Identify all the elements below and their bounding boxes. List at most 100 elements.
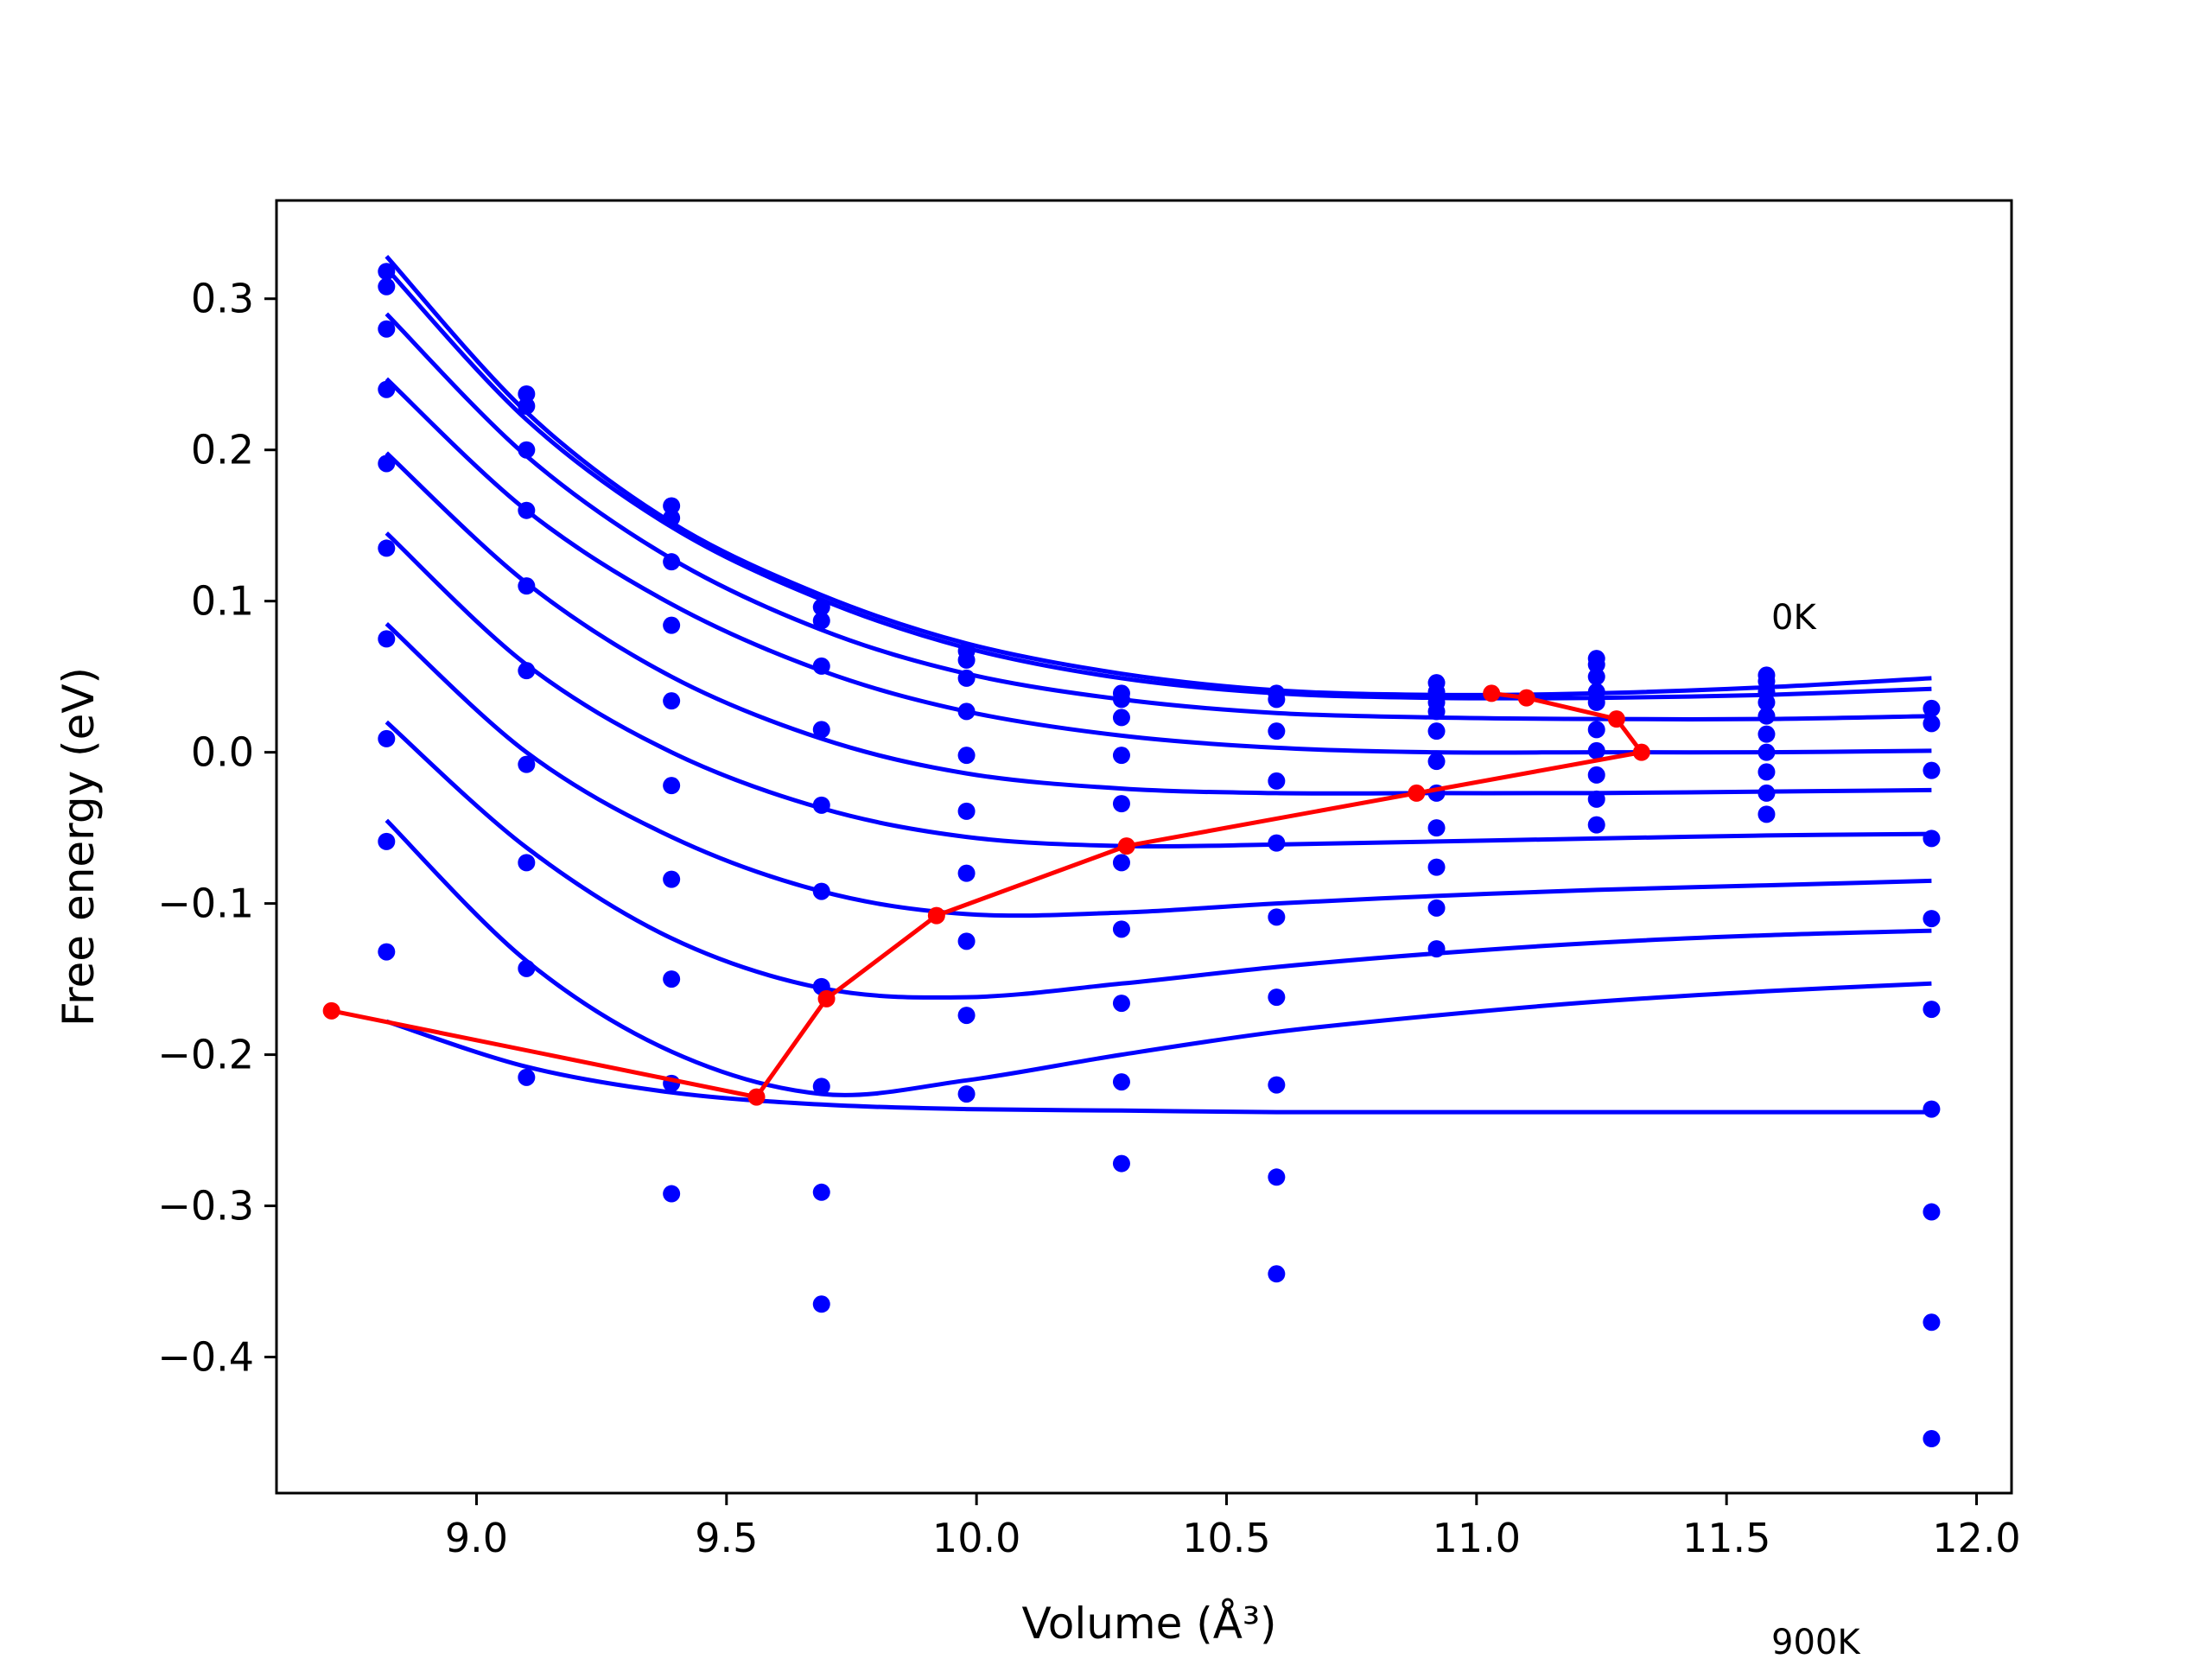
- data-point: [957, 864, 976, 882]
- curve-600k: [385, 622, 1932, 918]
- data-point: [1427, 940, 1446, 958]
- data-point: [378, 277, 396, 296]
- minimum-point: [1408, 784, 1426, 802]
- minimum-point: [1607, 710, 1625, 728]
- data-point: [1587, 790, 1605, 808]
- minimum-point: [322, 1001, 340, 1020]
- minimum-point: [1517, 689, 1535, 707]
- plot-frame: [275, 199, 2013, 1495]
- y-tick-label: −0.4: [157, 1334, 254, 1381]
- data-point: [957, 747, 976, 765]
- x-tick-label: 11.5: [1682, 1515, 1770, 1561]
- data-point: [812, 721, 830, 739]
- minimum-point: [817, 989, 836, 1007]
- data-point: [1923, 715, 1941, 733]
- x-tick-label: 10.5: [1182, 1515, 1270, 1561]
- minimum-point: [1117, 837, 1135, 855]
- data-point: [1427, 722, 1446, 741]
- data-point: [1587, 766, 1605, 784]
- data-point: [1112, 920, 1130, 938]
- data-point: [378, 943, 396, 961]
- curve-700k: [385, 720, 1932, 1000]
- data-point: [1923, 1100, 1941, 1118]
- data-point: [1758, 784, 1776, 802]
- data-point: [1587, 721, 1605, 739]
- data-point: [1587, 741, 1605, 760]
- y-tick-label: 0.3: [191, 276, 254, 322]
- x-axis-ticks: 9.0 9.5 10.0 10.5 11.0 11.5 12.0: [445, 1493, 2021, 1561]
- data-point: [957, 651, 976, 669]
- data-point: [1268, 1168, 1286, 1186]
- data-point: [957, 702, 976, 721]
- data-point: [518, 959, 536, 977]
- data-point: [378, 832, 396, 850]
- data-point: [1268, 1076, 1286, 1094]
- curve-900k: [385, 1019, 1932, 1115]
- data-point: [957, 669, 976, 687]
- data-point: [518, 385, 536, 403]
- data-point: [1758, 805, 1776, 823]
- data-point: [518, 755, 536, 773]
- data-point: [1923, 910, 1941, 928]
- data-point: [663, 553, 681, 571]
- data-point: [1758, 725, 1776, 743]
- data-point: [663, 777, 681, 795]
- data-point: [1112, 1073, 1130, 1091]
- data-point: [1758, 693, 1776, 711]
- minimum-point: [927, 906, 945, 925]
- data-point: [1587, 656, 1605, 674]
- data-point: [1587, 693, 1605, 711]
- y-tick-label: −0.1: [157, 880, 254, 927]
- curve-800k: [385, 818, 1932, 1097]
- data-point: [518, 1068, 536, 1086]
- y-axis-label: Free energy (eV): [54, 667, 104, 1027]
- data-point: [378, 263, 396, 281]
- data-point: [663, 970, 681, 988]
- data-point: [378, 454, 396, 473]
- y-axis-ticks: 0.3 0.2 0.1 0.0 −0.1 −0.2 −0.3 −0.4: [157, 276, 276, 1381]
- minima-path: [322, 684, 1650, 1106]
- data-point: [812, 1077, 830, 1096]
- data-point: [663, 616, 681, 634]
- data-point: [1268, 690, 1286, 709]
- data-point: [663, 509, 681, 527]
- data-point: [957, 932, 976, 950]
- data-point: [812, 657, 830, 675]
- y-tick-label: 0.1: [191, 578, 254, 625]
- x-tick-label: 9.0: [445, 1515, 508, 1561]
- data-point: [378, 320, 396, 338]
- y-tick-label: −0.3: [157, 1183, 254, 1230]
- data-point: [1268, 722, 1286, 741]
- data-point: [1758, 763, 1776, 781]
- data-point: [1923, 830, 1941, 848]
- data-point: [378, 729, 396, 747]
- data-point: [1923, 1203, 1941, 1221]
- data-point: [1427, 753, 1446, 771]
- minimum-point: [747, 1088, 766, 1106]
- data-point: [1268, 772, 1286, 790]
- data-point: [1112, 1154, 1130, 1173]
- data-point: [1758, 743, 1776, 761]
- y-tick-label: 0.2: [191, 427, 254, 474]
- data-point: [663, 497, 681, 515]
- data-point: [1923, 1430, 1941, 1448]
- x-tick-label: 12.0: [1932, 1515, 2020, 1561]
- data-point: [378, 539, 396, 557]
- data-point: [1112, 995, 1130, 1013]
- minimum-point: [1483, 684, 1501, 702]
- data-point: [1112, 709, 1130, 727]
- x-axis-label: Volume (Å³): [1021, 1599, 1276, 1649]
- data-point: [518, 577, 536, 595]
- data-point: [812, 598, 830, 616]
- data-point: [957, 1007, 976, 1025]
- x-tick-label: 10.0: [932, 1515, 1020, 1561]
- data-point: [957, 1085, 976, 1103]
- data-point: [1112, 854, 1130, 872]
- data-point: [1268, 1265, 1286, 1283]
- data-point: [1427, 899, 1446, 917]
- data-point: [1587, 816, 1605, 834]
- x-tick-label: 11.0: [1433, 1515, 1521, 1561]
- data-point: [663, 870, 681, 888]
- data-point: [518, 662, 536, 680]
